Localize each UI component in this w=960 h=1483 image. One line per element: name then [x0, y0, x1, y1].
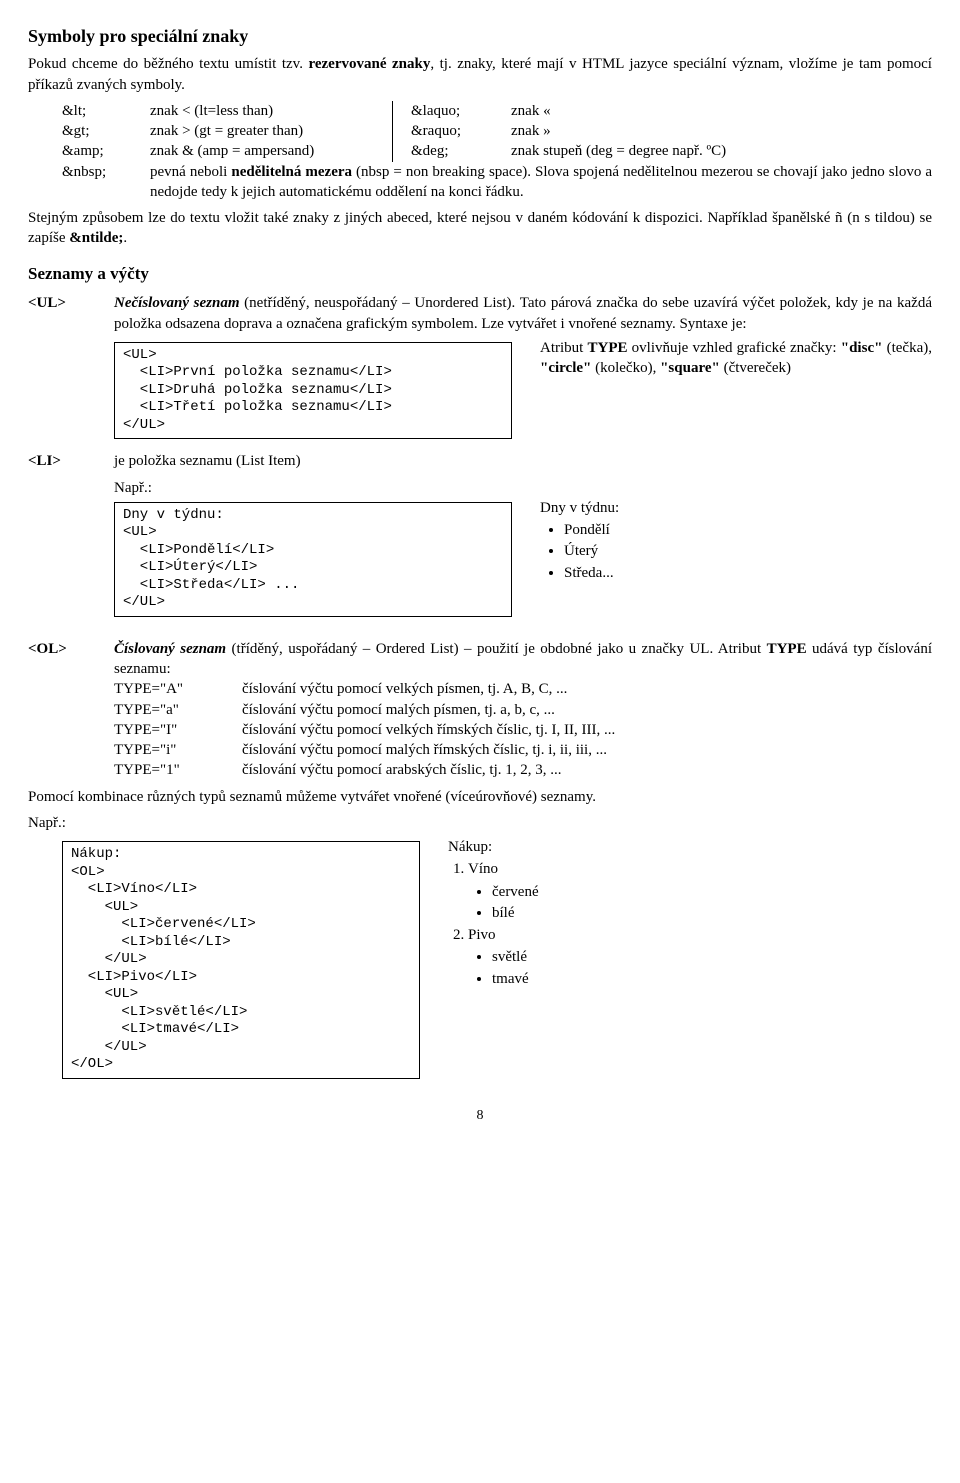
text: je položka seznamu (List Item) [114, 453, 301, 469]
sym-code: &raquo; [411, 121, 491, 141]
tag-label: <OL> [28, 639, 96, 781]
sym-desc: znak » [511, 121, 932, 141]
bold-text: TYPE [767, 641, 807, 657]
sym-desc: znak < (lt=less than) [150, 101, 380, 121]
bullet-item: světlé [492, 947, 932, 967]
bullet-item: bílé [492, 903, 932, 923]
bullet-item: červené [492, 882, 932, 902]
bold-text: Nečíslovaný seznam [114, 295, 240, 311]
bullet-item: Úterý [564, 541, 932, 561]
rendered-title: Nákup: [448, 837, 932, 857]
type-label: TYPE="a" [114, 700, 224, 720]
tag-description: Nečíslovaný seznam (netříděný, neuspořád… [114, 293, 932, 443]
bullet-item: tmavé [492, 969, 932, 989]
text: pevná neboli [150, 164, 231, 180]
sym-desc: znak « [511, 101, 932, 121]
text: (tříděný, uspořádaný – Ordered List) – p… [226, 641, 766, 657]
type-label: TYPE="A" [114, 679, 224, 699]
text: . [123, 230, 127, 246]
text: ovlivňuje vzhled grafické značky: [628, 340, 841, 356]
sym-desc: znak > (gt = greater than) [150, 121, 380, 141]
bold-text: "circle" [540, 360, 591, 376]
type-desc: číslování výčtu pomocí malých římských č… [242, 740, 607, 760]
bold-text: "disc" [841, 340, 883, 356]
tag-label: <UL> [28, 293, 96, 443]
sym-code: &nbsp; [62, 162, 130, 182]
sym-code: &amp; [62, 141, 130, 161]
type-desc: číslování výčtu pomocí arabských číslic,… [242, 760, 562, 780]
symbols-block: &lt; znak < (lt=less than) &gt; znak > (gt… [62, 101, 932, 202]
type-desc: číslování výčtu pomocí velkých římských … [242, 720, 615, 740]
tag-label: <LI> [28, 451, 96, 621]
text: Pokud chceme do běžného textu umístit tz… [28, 56, 308, 72]
text: Např.: [114, 478, 932, 498]
bold-text: "square" [660, 360, 720, 376]
bullet-item: Pondělí [564, 520, 932, 540]
sym-code: &deg; [411, 141, 491, 161]
type-label: TYPE="I" [114, 720, 224, 740]
bold-text: rezervované znaky [308, 56, 430, 72]
li-tag-row: <LI> je položka seznamu (List Item) Např… [28, 451, 932, 621]
bold-text: TYPE [588, 340, 628, 356]
text: (kolečko), [591, 360, 660, 376]
bold-text: &ntilde; [69, 230, 123, 246]
intro-paragraph: Pokud chceme do běžného textu umístit tz… [28, 54, 932, 95]
sym-desc: znak stupeň (deg = degree např. ºC) [511, 141, 932, 161]
bullet-item: Středa... [564, 563, 932, 583]
text: Stejným způsobem lze do textu vložit tak… [28, 210, 932, 246]
sym-desc: znak & (amp = ampersand) [150, 141, 380, 161]
type-label: TYPE="1" [114, 760, 224, 780]
text: Pivo [468, 927, 496, 943]
type-desc: číslování výčtu pomocí malých písmen, tj… [242, 700, 555, 720]
bold-text: Číslovaný seznam [114, 641, 226, 657]
section-heading: Symboly pro speciální znaky [28, 24, 932, 48]
text: (tečka), [882, 340, 932, 356]
nested-list-rendered: Nákup: Víno červené bílé Pivo světlé tma… [448, 837, 932, 991]
sym-code: &lt; [62, 101, 130, 121]
li-rendered-output: Dny v týdnu: Pondělí Úterý Středa... [540, 498, 932, 585]
ul-side-text: Atribut TYPE ovlivňuje vzhled grafické z… [540, 338, 932, 379]
li-code-example: Dny v týdnu: <UL> <LI>Pondělí</LI> <LI>Ú… [114, 502, 512, 617]
paragraph: Pomocí kombinace různých typů seznamů mů… [28, 787, 932, 807]
text: Víno [468, 861, 498, 877]
sym-desc: pevná neboli nedělitelná mezera (nbsp = … [150, 162, 932, 203]
bold-text: nedělitelná mezera [231, 164, 352, 180]
list-item: Víno červené bílé [468, 859, 932, 923]
ul-code-example: <UL> <LI>První položka seznamu</LI> <LI>… [114, 342, 512, 440]
type-label: TYPE="i" [114, 740, 224, 760]
text: Atribut [540, 340, 588, 356]
paragraph: Stejným způsobem lze do textu vložit tak… [28, 208, 932, 249]
text: Např.: [28, 813, 932, 833]
page-number: 8 [28, 1107, 932, 1126]
list-item: Pivo světlé tmavé [468, 925, 932, 989]
ul-tag-row: <UL> Nečíslovaný seznam (netříděný, neus… [28, 293, 932, 443]
ol-tag-row: <OL> Číslovaný seznam (tříděný, uspořáda… [28, 639, 932, 781]
rendered-title: Dny v týdnu: [540, 498, 932, 518]
type-desc: číslování výčtu pomocí velkých písmen, t… [242, 679, 567, 699]
tag-description: Číslovaný seznam (tříděný, uspořádaný – … [114, 639, 932, 781]
text: (čtvereček) [720, 360, 791, 376]
section-heading: Seznamy a výčty [28, 263, 932, 286]
tag-description: je položka seznamu (List Item) Např.: Dn… [114, 451, 932, 621]
nested-list-code-example: Nákup: <OL> <LI>Víno</LI> <UL> <LI>červe… [62, 841, 420, 1079]
sym-code: &gt; [62, 121, 130, 141]
sym-code: &laquo; [411, 101, 491, 121]
